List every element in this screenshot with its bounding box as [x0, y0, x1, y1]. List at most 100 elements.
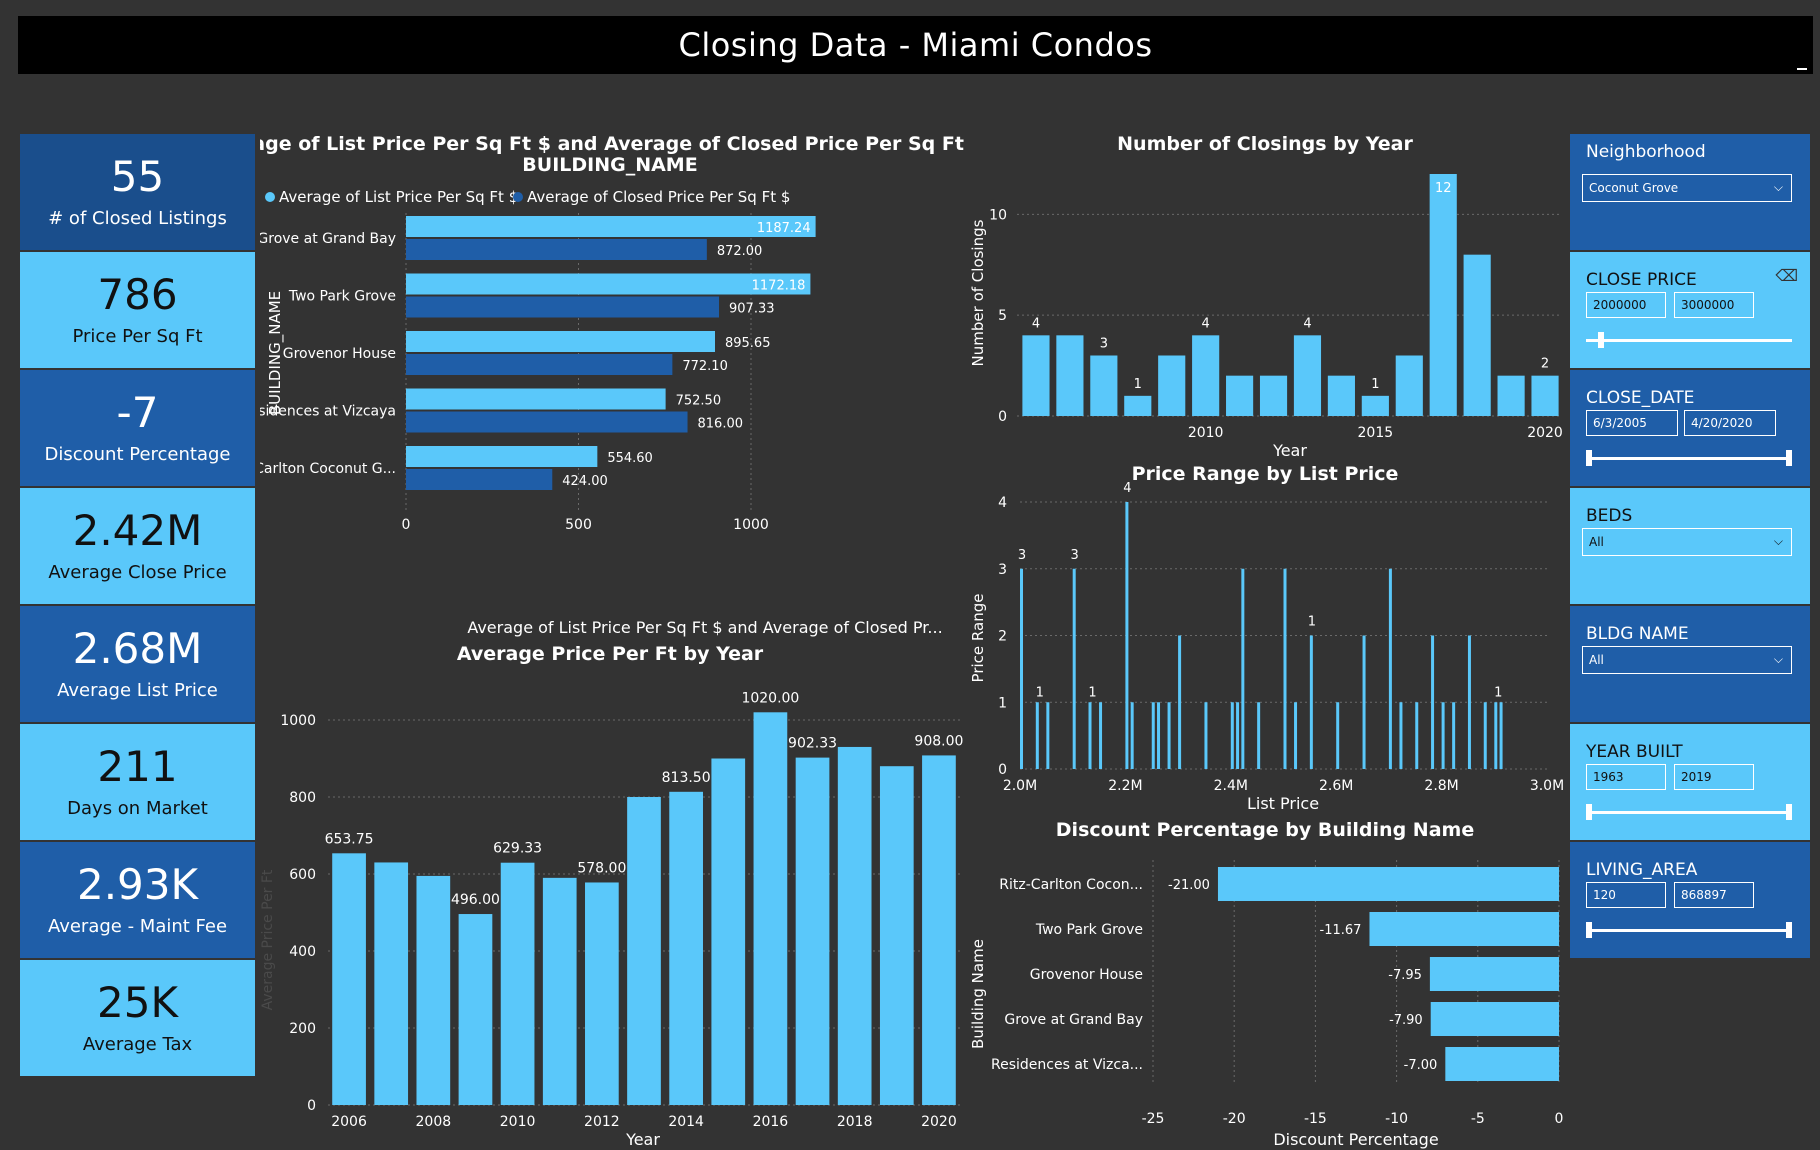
- bar[interactable]: [1309, 635, 1313, 770]
- bar[interactable]: [1497, 375, 1525, 416]
- close-price-max-input[interactable]: 3000000: [1674, 292, 1754, 318]
- bar[interactable]: [1241, 568, 1245, 769]
- bar[interactable]: [1483, 702, 1487, 769]
- bar[interactable]: [542, 877, 577, 1105]
- bar[interactable]: [1178, 635, 1182, 770]
- bar[interactable]: [1415, 702, 1419, 769]
- bar[interactable]: [1445, 1047, 1559, 1081]
- bar[interactable]: [1395, 355, 1423, 417]
- bar[interactable]: [1429, 174, 1457, 416]
- bar[interactable]: [500, 862, 535, 1105]
- bar[interactable]: [1158, 355, 1186, 417]
- bar[interactable]: [1151, 702, 1155, 769]
- bar[interactable]: [1088, 702, 1092, 769]
- bar[interactable]: [1259, 375, 1288, 416]
- range-slider-max-handle[interactable]: [1786, 804, 1792, 820]
- chart-closings-by-year[interactable]: Number of Closings by Year 4 3 1 4 4 1 12 2 0 5 1…: [965, 128, 1565, 458]
- bar[interactable]: [1430, 1002, 1559, 1036]
- bar[interactable]: [406, 273, 811, 295]
- bar[interactable]: [1531, 375, 1559, 416]
- bar[interactable]: [837, 746, 872, 1105]
- bar[interactable]: [1429, 957, 1559, 991]
- bar[interactable]: [1125, 502, 1129, 769]
- chart-legend[interactable]: Average of List Price Per Sq Ft $ Averag…: [265, 188, 790, 206]
- chart-avg-price-per-ft-by-year[interactable]: Average Price Per Ft by Year 653.75 496.0…: [260, 640, 970, 1148]
- bar[interactable]: [1369, 912, 1559, 946]
- bar[interactable]: [795, 757, 830, 1105]
- bar[interactable]: [1293, 335, 1322, 416]
- bar[interactable]: [1090, 355, 1118, 417]
- bar[interactable]: [1452, 702, 1456, 769]
- bar[interactable]: [1130, 702, 1134, 769]
- range-slider-track[interactable]: [1586, 339, 1792, 342]
- neighborhood-dropdown[interactable]: Coconut Grove ⌵: [1582, 174, 1792, 202]
- bar[interactable]: [1022, 335, 1050, 416]
- bar[interactable]: [1499, 702, 1503, 769]
- bar[interactable]: [1463, 254, 1491, 416]
- bar[interactable]: [1124, 395, 1152, 416]
- bar[interactable]: [585, 882, 619, 1105]
- bar[interactable]: [627, 797, 661, 1105]
- bar[interactable]: [1494, 702, 1498, 769]
- range-slider-max-handle[interactable]: [1786, 450, 1792, 466]
- bar[interactable]: [879, 766, 914, 1105]
- beds-dropdown[interactable]: All ⌵: [1582, 528, 1792, 556]
- bar[interactable]: [1226, 375, 1254, 416]
- bar[interactable]: [1056, 335, 1084, 416]
- bar[interactable]: [406, 239, 707, 260]
- bar[interactable]: [458, 914, 493, 1105]
- bar[interactable]: [1467, 635, 1471, 770]
- range-slider-min-handle[interactable]: [1598, 332, 1604, 348]
- bar[interactable]: [332, 853, 366, 1105]
- range-slider-track[interactable]: [1586, 811, 1792, 814]
- range-slider-track[interactable]: [1586, 929, 1792, 932]
- bar[interactable]: [753, 712, 788, 1105]
- bar[interactable]: [406, 296, 720, 318]
- bar[interactable]: [1431, 635, 1435, 770]
- bar[interactable]: [1230, 702, 1234, 769]
- close-price-min-input[interactable]: 2000000: [1586, 292, 1666, 318]
- bar[interactable]: [1167, 702, 1171, 769]
- bar[interactable]: [406, 331, 715, 352]
- bar[interactable]: [1361, 395, 1389, 416]
- bar[interactable]: [1388, 568, 1392, 769]
- close-date-start-input[interactable]: 6/3/2005: [1586, 410, 1678, 436]
- close-date-end-input[interactable]: 4/20/2020: [1684, 410, 1776, 436]
- bar[interactable]: [1294, 702, 1298, 769]
- bar[interactable]: [1020, 568, 1023, 769]
- bar[interactable]: [406, 469, 553, 490]
- bar[interactable]: [1327, 375, 1355, 416]
- bar[interactable]: [669, 791, 703, 1105]
- living-area-min-input[interactable]: 120: [1586, 882, 1666, 908]
- range-slider-track[interactable]: [1586, 457, 1792, 460]
- bar[interactable]: [416, 875, 451, 1105]
- bar[interactable]: [406, 216, 816, 237]
- range-slider-max-handle[interactable]: [1786, 922, 1792, 938]
- bar[interactable]: [1236, 702, 1240, 769]
- range-slider-min-handle[interactable]: [1586, 804, 1592, 820]
- bar[interactable]: [1157, 702, 1161, 769]
- range-slider-min-handle[interactable]: [1586, 450, 1592, 466]
- bldg-name-dropdown[interactable]: All ⌵: [1582, 646, 1792, 674]
- year-built-max-input[interactable]: 2019: [1674, 764, 1754, 790]
- bar[interactable]: [1099, 702, 1103, 769]
- bar[interactable]: [374, 862, 409, 1105]
- bar[interactable]: [406, 388, 666, 410]
- bar[interactable]: [406, 446, 598, 467]
- bar[interactable]: [1217, 867, 1559, 901]
- bar[interactable]: [922, 755, 956, 1105]
- bar[interactable]: [1336, 702, 1340, 769]
- bar[interactable]: [406, 411, 688, 433]
- bar[interactable]: [1192, 335, 1220, 416]
- range-slider-min-handle[interactable]: [1586, 922, 1592, 938]
- year-built-min-input[interactable]: 1963: [1586, 764, 1666, 790]
- bar[interactable]: [1399, 702, 1403, 769]
- bar[interactable]: [1204, 702, 1208, 769]
- minimize-icon[interactable]: [1797, 68, 1807, 70]
- eraser-icon[interactable]: ⌫: [1775, 266, 1798, 285]
- bar[interactable]: [1283, 568, 1287, 769]
- chart-discount-by-building[interactable]: Discount Percentage by Building Name Rit…: [965, 814, 1565, 1150]
- bar[interactable]: [1046, 702, 1050, 769]
- chart-price-per-sqft-by-building[interactable]: Average of List Price Per Sq Ft $ and Av…: [260, 128, 970, 638]
